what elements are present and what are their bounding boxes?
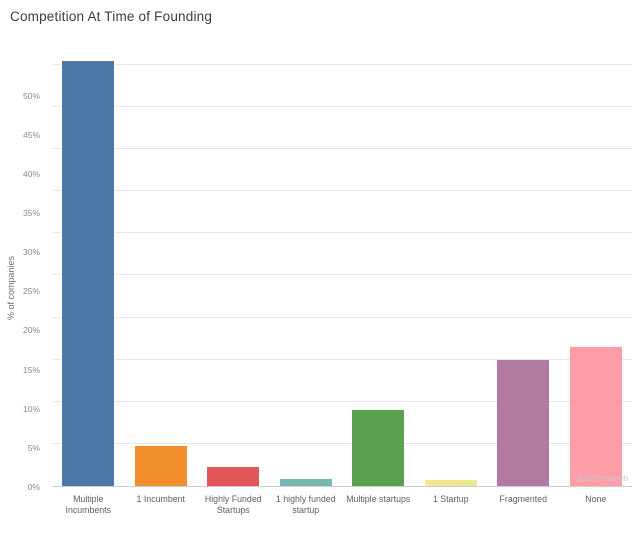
gridline [52,274,632,276]
bar-column [560,48,633,486]
bar-column [125,48,198,486]
bar-none[interactable] [569,347,622,486]
x-axis-label: 1 Incumbent [136,494,185,504]
gridline [52,190,632,192]
x-labels: Multiple Incumbents 1 Incumbent Highly Fun… [52,489,632,529]
x-axis-label: 1 highly funded startup [275,494,336,515]
bar-column [415,48,488,486]
y-tick-label: 15% [22,364,40,375]
bar-chart: % of companies 0% 5% 10% 15% 20% 25% 30% 35% 40%… [0,32,640,533]
x-axis-label: Multiple startups [346,494,411,504]
y-tick-label: 30% [22,247,40,258]
gridline [52,63,632,65]
bars [52,48,632,486]
watermark: @A9Tomaseb [574,473,628,483]
y-tick-label: 50% [22,90,40,101]
bar-fragmented[interactable] [497,359,550,486]
gridline [52,442,632,444]
x-axis-label: Multiple Incumbents [65,494,111,515]
gridline [52,105,632,107]
gridline [52,148,632,150]
gridlines [52,48,632,486]
bar-1-incumbent[interactable] [134,446,187,486]
gridline [52,358,632,360]
bar-1-startup[interactable] [424,480,477,486]
x-axis-label: Fragmented [499,494,547,504]
bar-column [342,48,415,486]
bar-multiple-startups[interactable] [352,410,405,486]
y-tick-label: 45% [22,129,40,140]
gridline [52,400,632,402]
y-tick-label: 25% [22,286,40,297]
y-tick-label: 20% [22,325,40,336]
x-axis-label: 1 Startup [432,494,469,504]
gridline [52,232,632,234]
y-tick-label: 40% [22,168,40,179]
bar-highly-funded-startups[interactable] [207,466,260,486]
chart-title: Competition At Time of Founding [10,9,213,24]
bar-column [52,48,125,486]
x-axis-label: Highly Funded Startups [204,494,262,515]
bar-1-highly-funded-startup[interactable] [279,479,332,486]
bar-column [197,48,270,486]
y-tick-label: 35% [22,208,40,219]
gridline [52,316,632,318]
bar-column [270,48,343,486]
bar-multiple-incumbents[interactable] [62,60,115,486]
y-tick-label: 0% [27,482,40,492]
y-tick-label: 10% [22,403,40,414]
plot-area [52,48,632,487]
bar-column [487,48,560,486]
y-tick-label: 5% [27,442,40,453]
x-axis-label: None [585,494,607,504]
y-axis: 0% 5% 10% 15% 20% 25% 30% 35% 40% 45% 50% [0,80,46,492]
